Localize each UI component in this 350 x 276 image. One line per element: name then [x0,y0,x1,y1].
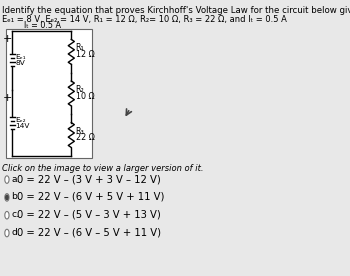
Text: 0 = 22 V – (6 V + 5 V + 11 V): 0 = 22 V – (6 V + 5 V + 11 V) [17,192,164,202]
Text: 14V: 14V [15,123,30,129]
Circle shape [5,194,9,201]
Text: a.: a. [11,175,20,184]
Text: Eₑ₂: Eₑ₂ [15,117,26,123]
Text: c.: c. [11,210,19,219]
Text: Click on the image to view a larger version of it.: Click on the image to view a larger vers… [2,164,204,173]
Text: 0 = 22 V – (5 V – 3 V + 13 V): 0 = 22 V – (5 V – 3 V + 13 V) [17,210,161,220]
Text: 0 = 22 V – (6 V – 5 V + 11 V): 0 = 22 V – (6 V – 5 V + 11 V) [17,227,161,238]
Text: +: + [3,34,12,44]
Text: Eₑ₁: Eₑ₁ [15,54,26,60]
Text: R₁: R₁ [76,43,84,52]
Circle shape [5,176,9,183]
Text: d.: d. [11,228,20,237]
Circle shape [5,211,9,219]
Text: +: + [3,93,12,103]
Circle shape [6,195,8,200]
Circle shape [5,229,9,237]
Text: 10 Ω: 10 Ω [76,92,94,101]
Text: R₂: R₂ [76,85,84,94]
Bar [6,29,92,158]
Text: Iₜ = 0.5 A: Iₜ = 0.5 A [23,21,61,30]
Text: Identify the equation that proves Kirchhoff's Voltage Law for the circuit below : Identify the equation that proves Kirchh… [2,6,350,15]
Text: 0 = 22 V – (3 V + 3 V – 12 V): 0 = 22 V – (3 V + 3 V – 12 V) [17,174,161,184]
Text: 12 Ω: 12 Ω [76,50,94,59]
Text: 8V: 8V [15,60,25,66]
Text: R₃: R₃ [76,127,84,136]
Text: b.: b. [11,192,20,201]
Text: 22 Ω: 22 Ω [76,134,94,142]
Text: Eₑ₁ = 8 V, Eₑ₂ = 14 V, R₁ = 12 Ω, R₂= 10 Ω, R₃ = 22 Ω, and Iₜ = 0.5 A: Eₑ₁ = 8 V, Eₑ₂ = 14 V, R₁ = 12 Ω, R₂= 10… [2,15,287,24]
